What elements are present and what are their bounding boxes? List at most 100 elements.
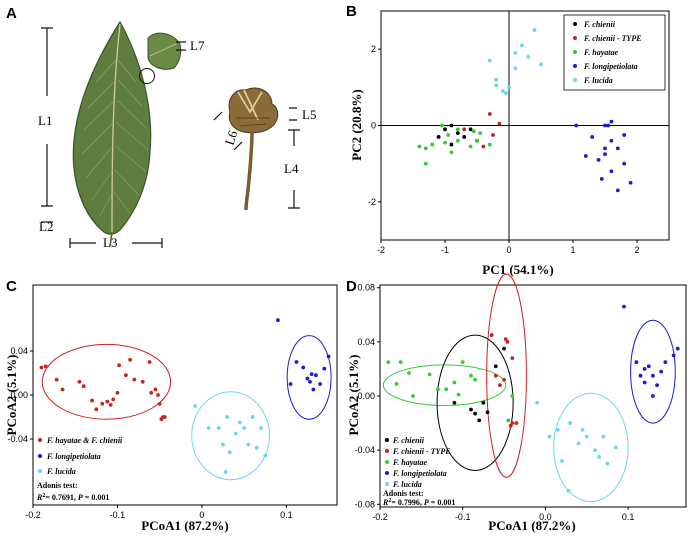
panel-b: B -2 -1 0 1 2 -2 0 2 PC1 (54.1%) PC2 (20.8%) F.…	[346, 3, 670, 277]
chart-c-point-series-0	[132, 377, 137, 382]
label-l6: L6	[222, 128, 241, 147]
legend-b-marker-4	[573, 78, 577, 82]
chart-b-point-series-2	[487, 142, 492, 147]
chart-c-point-series-0	[153, 387, 158, 392]
adonis-d-stats: R2= 0.7996, P = 0.001	[382, 498, 455, 507]
chart-c-point-series-2	[223, 470, 228, 474]
chart-c-point-series-1	[288, 382, 293, 386]
chart-b-point-series-3	[603, 146, 607, 151]
chart-c-point-series-1	[301, 365, 306, 370]
legend-b-marker-3	[573, 64, 577, 68]
chart-b-point-series-2	[423, 161, 428, 166]
chart-d-point-series-3	[622, 304, 626, 309]
chart-b-point-series-0	[449, 142, 454, 147]
chart-d-point-series-2	[398, 360, 403, 365]
legend-b-marker-0	[573, 22, 577, 26]
chart-b-point-series-0	[462, 135, 467, 139]
chart-b-ytick-label: -2	[368, 197, 376, 207]
chart-c-point-series-0	[128, 357, 133, 362]
adonis-d-r2: = 0.7996,	[391, 498, 424, 507]
chart-b-point-series-2	[471, 129, 476, 134]
chart-b-point-series-3	[590, 135, 595, 139]
adonis-c-stats: R2= 0.7691, P = 0.001	[36, 493, 109, 502]
chart-d-legend: F. chienii F. chienii - TYPE F. hayatae …	[382, 436, 455, 507]
legend-d-label-0: F. chienii	[392, 436, 425, 445]
panel-a: A L1 L2 L3 L7	[6, 5, 316, 250]
chart-d-point-series-3	[659, 369, 664, 374]
chart-b-point-series-3	[603, 152, 607, 157]
chart-d-point-series-4	[605, 461, 610, 466]
legend-b-marker-1	[573, 36, 577, 40]
chart-c-point-series-1	[318, 382, 323, 386]
chart-b-point-series-4	[503, 91, 508, 95]
chart-b-point-series-4	[507, 85, 511, 90]
chart-c-ylabel: PCoA2 (5.1%)	[4, 355, 19, 436]
chart-b-point-series-4	[494, 83, 499, 88]
chart-c-point-series-2	[250, 415, 255, 419]
legend-c-label-0: F. hayatae & F. chienii	[46, 436, 123, 445]
chart-d-point-series-2	[427, 372, 432, 377]
chart-d-ellipse	[382, 364, 507, 406]
chart-c-ellipse	[191, 391, 270, 481]
chart-d-ylabel: PCoA2 (5.1%)	[346, 355, 361, 436]
chart-b-point-series-3	[609, 119, 614, 124]
chart-c-point-series-0	[39, 365, 44, 370]
legend-c-marker-1	[38, 454, 42, 458]
chart-d-point-series-3	[638, 373, 643, 378]
chart-d-point-series-4	[535, 400, 540, 405]
adonis-c-r2: = 0.7691,	[45, 493, 78, 502]
chart-c-point-series-2	[206, 426, 211, 430]
chart-d-point-series-2	[435, 387, 440, 392]
chart-d-point-series-1	[508, 423, 513, 428]
label-l7: L7	[190, 38, 205, 53]
chart-d-point-series-4	[584, 434, 589, 439]
chart-d-point-series-1	[498, 383, 502, 388]
chart-c-point-series-1	[311, 387, 316, 392]
leaf-measurements	[41, 27, 186, 248]
chart-b-point-series-2	[423, 146, 428, 151]
chart-b-point-series-3	[615, 146, 620, 151]
legend-c-label-1: F. longipetiolata	[46, 452, 101, 461]
chart-b-point-series-0	[455, 131, 460, 136]
chart-b-point-series-3	[628, 180, 633, 185]
chart-b-point-series-4	[494, 77, 499, 82]
chart-d-point-series-4	[547, 434, 552, 439]
chart-d-point-series-2	[411, 394, 415, 398]
chart-b-point-series-0	[443, 127, 447, 132]
chart-d-point-series-1	[505, 339, 510, 344]
chart-d-point-series-0	[481, 400, 486, 405]
chart-c-point-series-0	[94, 407, 99, 412]
chart-c-point-series-2	[254, 445, 259, 450]
chart-b-point-series-1	[462, 127, 467, 132]
chart-c-ytick-label: 0.00	[10, 390, 28, 400]
panel-c: C -0.2 -0.1 0 0.1 -0.04 0.00 0.04 PCoA1 (87.2%…	[4, 278, 338, 533]
chart-b-point-series-2	[475, 138, 479, 143]
chart-d-point-series-1	[493, 373, 498, 378]
chart-d-plot: -0.2 -0.1 0.0 0.1 -0.08 -0.04 0.00 0.04 0.08	[354, 273, 680, 522]
chart-c-point-series-1	[313, 373, 318, 378]
chart-c-point-series-0	[54, 377, 59, 382]
legend-d-marker-1	[385, 449, 389, 453]
chart-d-point-series-0	[502, 346, 506, 351]
chart-b-point-series-3	[615, 188, 620, 193]
chart-c-point-series-2	[225, 415, 230, 419]
panel-d-label: D	[346, 278, 357, 295]
chart-d-point-series-4	[593, 448, 597, 453]
chart-c-xlabel: PCoA1 (87.2%)	[141, 518, 228, 533]
chart-c-point-series-1	[322, 366, 327, 371]
chart-d-point-series-3	[671, 353, 676, 358]
chart-b-point-series-2	[468, 144, 473, 149]
chart-d-point-series-2	[407, 371, 411, 375]
legend-d-marker-3	[385, 471, 389, 475]
chart-b-point-series-3	[574, 123, 579, 128]
chart-b-ytick-label: 0	[371, 121, 376, 131]
chart-c-point-series-0	[111, 397, 116, 402]
chart-c-point-series-2	[263, 453, 268, 458]
label-l2: L2	[39, 219, 53, 234]
chart-b-point-series-3	[622, 161, 627, 166]
chart-d-point-series-3	[663, 360, 668, 365]
chart-b-point-series-1	[491, 133, 495, 137]
chart-d-point-series-3	[634, 360, 639, 365]
panel-c-label: C	[6, 278, 17, 295]
chart-b-legend-box	[563, 14, 666, 91]
